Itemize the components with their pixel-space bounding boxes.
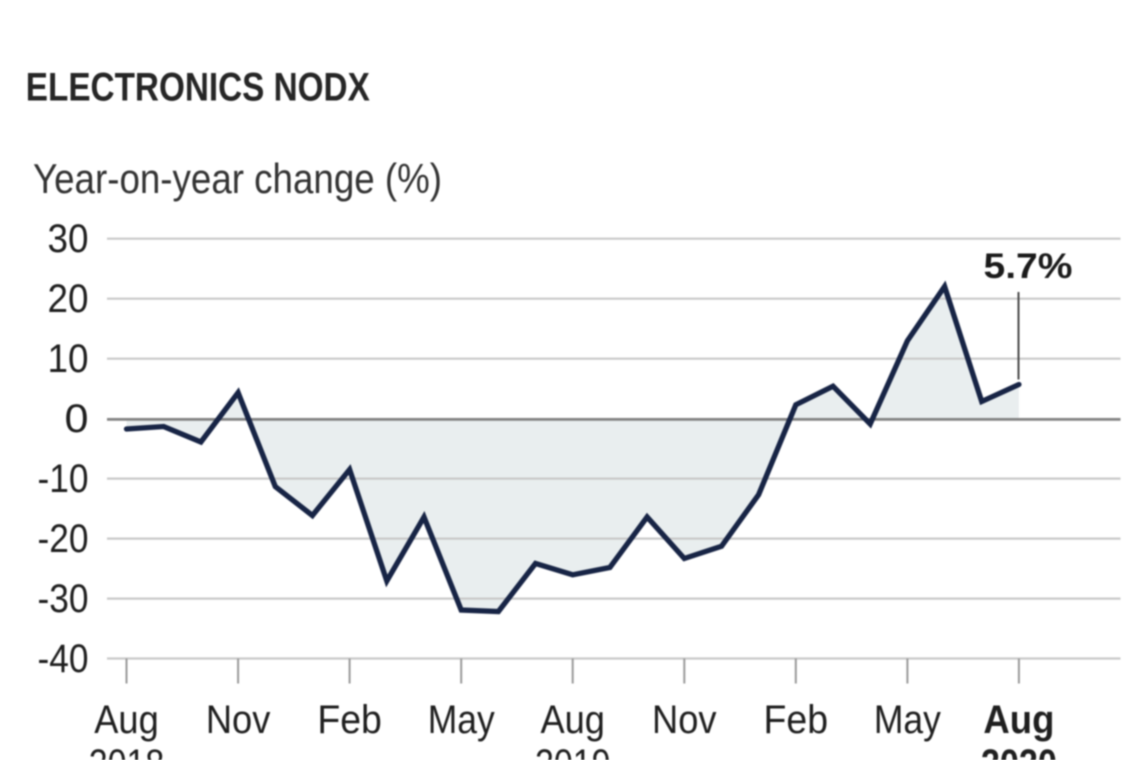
- svg-text:Aug: Aug: [94, 698, 159, 742]
- svg-text:Feb: Feb: [317, 698, 382, 742]
- svg-text:5.7%: 5.7%: [984, 246, 1073, 286]
- svg-text:Aug: Aug: [983, 698, 1054, 742]
- svg-text:Feb: Feb: [764, 698, 829, 742]
- svg-text:10: 10: [48, 337, 89, 381]
- svg-text:-40: -40: [38, 637, 89, 681]
- svg-text:0: 0: [65, 397, 89, 441]
- svg-text:-10: -10: [38, 457, 89, 501]
- svg-text:Aug: Aug: [540, 698, 605, 742]
- svg-text:30: 30: [48, 217, 89, 261]
- svg-text:2020: 2020: [981, 742, 1057, 760]
- svg-text:Year-on-year change (%): Year-on-year change (%): [33, 155, 442, 202]
- svg-text:Nov: Nov: [206, 698, 271, 742]
- svg-text:May: May: [428, 698, 495, 742]
- svg-text:ELECTRONICS NODX: ELECTRONICS NODX: [26, 66, 370, 110]
- svg-text:-20: -20: [38, 517, 89, 561]
- svg-text:May: May: [874, 698, 941, 742]
- svg-text:2019: 2019: [535, 742, 611, 760]
- svg-text:Nov: Nov: [652, 698, 717, 742]
- svg-text:20: 20: [48, 277, 89, 321]
- svg-text:-30: -30: [38, 577, 89, 621]
- svg-text:2018: 2018: [89, 742, 165, 760]
